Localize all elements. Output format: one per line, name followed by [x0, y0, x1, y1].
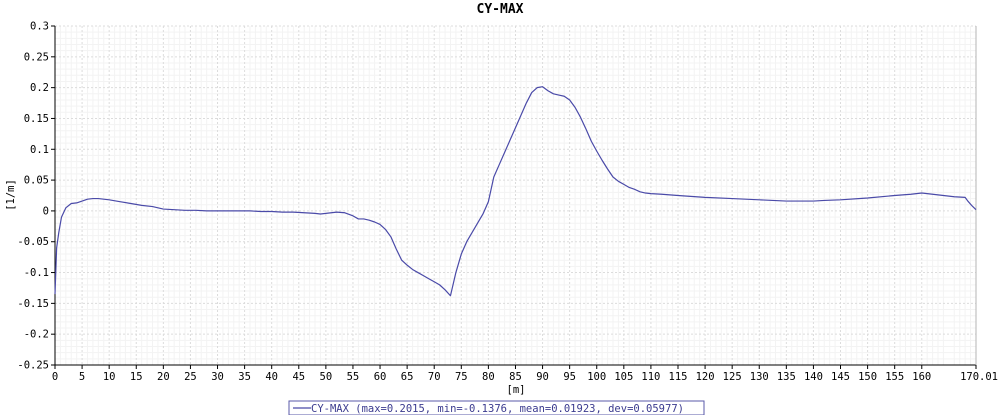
- x-tick-label: 155: [885, 371, 904, 383]
- y-tick-label: -0.05: [17, 236, 49, 248]
- x-tick-label: 5: [79, 371, 85, 383]
- series-layer: [54, 86, 977, 297]
- x-tick-label: 75: [455, 371, 468, 383]
- x-axis-label: [m]: [507, 384, 526, 396]
- x-tick-label: 115: [669, 371, 688, 383]
- x-tick-label: 120: [696, 371, 715, 383]
- y-tick-label: 0.3: [30, 21, 49, 33]
- legend-series-label: CY-MAX (max=0.2015, min=-0.1376, mean=0.…: [311, 403, 684, 415]
- tick-labels: 0.3 0.25 0.2 0.15 0.1 0.05 0 -0.05 -0.1 -0.15 -0.2…: [17, 21, 998, 384]
- x-tick-label: 65: [401, 371, 414, 383]
- y-tick-label: -0.2: [24, 329, 49, 341]
- x-tick-label: 35: [238, 371, 251, 383]
- y-tick-label: -0.15: [17, 298, 49, 310]
- x-tick-label: 25: [184, 371, 197, 383]
- grid-layer: [54, 25, 977, 366]
- x-tick-label: 100: [587, 371, 606, 383]
- x-tick-label: 130: [750, 371, 769, 383]
- x-tick-label: 85: [509, 371, 522, 383]
- series-line: [54, 86, 977, 297]
- legend-box: [288, 400, 705, 415]
- x-tick-label: 30: [211, 371, 224, 383]
- x-tick-label: 20: [157, 371, 170, 383]
- legend: CY-MAX (max=0.2015, min=-0.1376, mean=0.…: [288, 400, 705, 415]
- x-tick-label: 55: [347, 371, 360, 383]
- x-tick-label: 105: [614, 371, 633, 383]
- x-tick-label: 110: [641, 371, 660, 383]
- x-tick-label: 60: [374, 371, 387, 383]
- y-axis-label: [1/m]: [5, 179, 17, 211]
- x-tick-label: 90: [536, 371, 549, 383]
- x-tick-label: 50: [320, 371, 333, 383]
- x-tick-label: 45: [292, 371, 305, 383]
- y-tick-label: 0.05: [24, 175, 49, 187]
- y-tick-label: 0: [43, 205, 49, 217]
- x-tick-label: 135: [777, 371, 796, 383]
- x-tick-label: 145: [831, 371, 850, 383]
- x-tick-label: 10: [103, 371, 116, 383]
- y-tick-label: 0.15: [24, 113, 49, 125]
- y-tick-label: -0.1: [24, 267, 49, 279]
- x-tick-label: 0: [52, 371, 58, 383]
- x-tick-label: 95: [563, 371, 576, 383]
- x-tick-label: 140: [804, 371, 823, 383]
- y-tick-label: 0.25: [24, 51, 49, 63]
- chart-title: CY-MAX: [477, 2, 524, 17]
- x-tick-label: 70: [428, 371, 441, 383]
- x-tick-label: 40: [265, 371, 278, 383]
- axis-layer: [51, 25, 977, 369]
- x-tick-label: 80: [482, 371, 495, 383]
- x-tick-label: 170.01: [960, 371, 998, 383]
- x-tick-label: 150: [858, 371, 877, 383]
- x-tick-label: 125: [723, 371, 742, 383]
- x-tick-label: 15: [130, 371, 143, 383]
- y-tick-label: 0.1: [30, 144, 49, 156]
- y-tick-label: 0.2: [30, 82, 49, 94]
- y-tick-label: -0.25: [17, 360, 49, 372]
- x-tick-label: 160: [912, 371, 931, 383]
